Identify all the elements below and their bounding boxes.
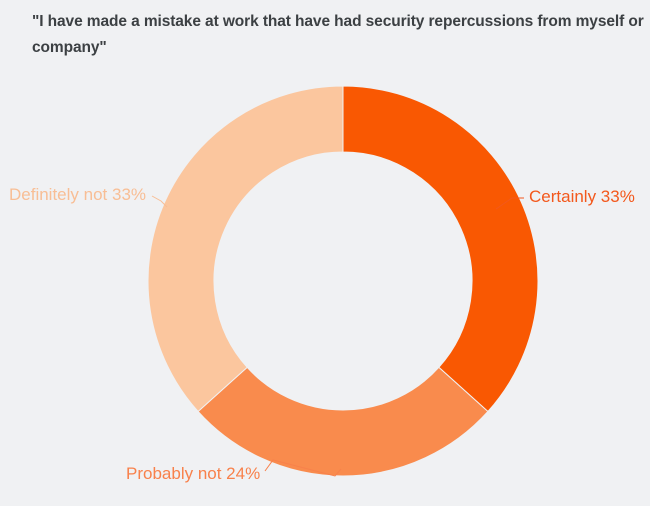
segment-label-definitely-not: Definitely not 33% [9, 185, 147, 204]
donut-segment-definitely-not [147, 85, 344, 413]
segment-label-probably-not: Probably not 24% [126, 464, 261, 483]
leader-line-probably-not [264, 459, 342, 477]
leader-line-definitely-not [151, 195, 168, 208]
label-leader-lines [151, 195, 524, 477]
segment-label-certainly: Certainly 33% [529, 187, 635, 206]
leader-line-certainly [495, 197, 524, 210]
donut-slices [147, 85, 539, 477]
donut-segment-certainly [342, 85, 539, 413]
chart-title: "I have made a mistake at work that have… [32, 13, 644, 56]
donut-segment-probably-not [197, 366, 489, 477]
